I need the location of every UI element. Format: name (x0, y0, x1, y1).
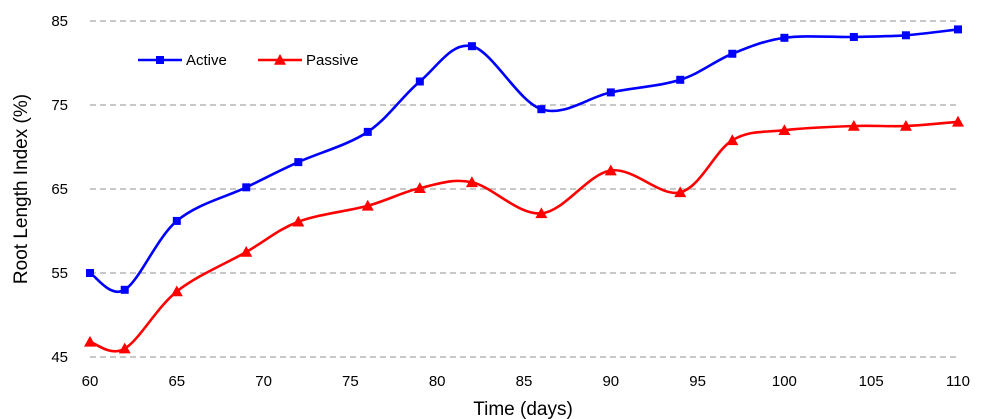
point-active-marker (728, 49, 737, 58)
legend: Active Passive (138, 52, 359, 69)
point-passive-marker (84, 335, 96, 347)
point-active-marker (901, 31, 910, 40)
y-axis-title: Root Length Index (%) (11, 94, 32, 284)
x-tick-label: 75 (342, 373, 359, 390)
point-active-marker (606, 88, 615, 97)
series-line-passive (89, 120, 959, 353)
series-line-active (89, 28, 959, 293)
x-tick-label: 105 (859, 373, 884, 390)
x-tick-label: 85 (516, 373, 533, 390)
y-tick-label: 85 (51, 13, 68, 30)
point-passive-marker (118, 342, 131, 354)
point-passive-marker (952, 115, 964, 127)
gridlines (90, 20, 958, 358)
point-passive-marker (847, 120, 860, 131)
tick-labels: 45 55 65 75 85 60 65 70 75 80 85 90 95 100 105 110 (51, 13, 970, 390)
point-active-marker (467, 42, 476, 51)
series-active (86, 25, 962, 294)
y-tick-label: 75 (51, 97, 68, 114)
legend-active-marker (156, 56, 164, 64)
x-tick-label: 70 (255, 373, 272, 390)
x-tick-label: 95 (689, 373, 706, 390)
point-passive-marker (240, 246, 253, 257)
point-active-marker (172, 216, 181, 225)
point-passive-marker (778, 124, 791, 135)
point-passive-marker (413, 182, 426, 193)
point-passive-marker (292, 215, 305, 227)
legend-label-active: Active (186, 52, 227, 69)
point-active-marker (415, 77, 424, 86)
legend-item-active: Active (138, 52, 227, 69)
point-active-marker (676, 75, 685, 84)
x-tick-label: 80 (429, 373, 446, 390)
point-active-marker (954, 25, 962, 34)
series-area (84, 25, 964, 354)
point-passive-marker (899, 120, 912, 131)
legend-label-passive: Passive (306, 52, 359, 69)
y-tick-label: 65 (51, 181, 68, 198)
x-tick-label: 65 (168, 373, 185, 390)
legend-passive-marker (274, 54, 286, 65)
point-passive-marker (726, 134, 739, 146)
point-active-marker (242, 183, 251, 192)
x-tick-label: 110 (946, 373, 970, 390)
y-tick-label: 55 (51, 265, 68, 282)
point-active-marker (86, 269, 94, 277)
x-tick-label: 100 (772, 373, 797, 390)
point-active-marker (849, 32, 858, 41)
point-active-marker (120, 285, 129, 294)
point-active-marker (294, 158, 303, 167)
point-active-marker (780, 33, 789, 42)
point-passive-marker (535, 207, 548, 219)
point-active-marker (537, 105, 546, 114)
y-tick-label: 45 (51, 349, 68, 366)
x-axis-title: Time (days) (473, 399, 573, 419)
point-passive-marker (674, 186, 687, 198)
point-passive-marker (465, 176, 478, 188)
point-active-marker (363, 127, 372, 136)
series-passive (84, 115, 964, 354)
point-passive-marker (170, 285, 183, 297)
point-passive-marker (361, 199, 374, 211)
legend-item-passive: Passive (258, 52, 359, 69)
point-passive-marker (604, 164, 617, 176)
x-tick-label: 90 (602, 373, 619, 390)
x-tick-label: 60 (82, 373, 99, 390)
